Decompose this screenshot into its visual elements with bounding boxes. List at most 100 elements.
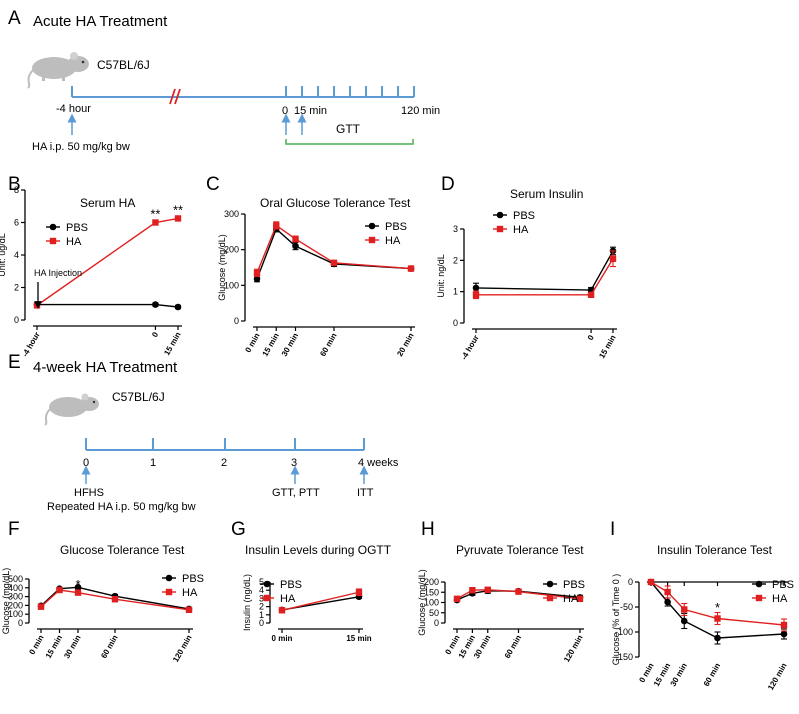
x-tick-label: 0 min (243, 331, 261, 354)
y-tick-label: 2 (259, 602, 264, 612)
chart-title: Insulin Levels during OGTT (245, 543, 392, 557)
x-tick-label: 30 min (669, 661, 690, 688)
data-point-ha (185, 606, 193, 613)
x-tick-label: 15 min (162, 330, 183, 357)
legend-label-pbs: PBS (385, 221, 407, 233)
y-tick-label: 2 (453, 255, 458, 265)
timeline-end-label: 120 min (401, 105, 440, 117)
timeline-zero-label: 0 (282, 105, 288, 117)
legend-marker-ha (496, 225, 504, 233)
y-tick-label: 0 (14, 315, 19, 325)
injection-label: HA i.p. 50 mg/kg bw (32, 141, 130, 153)
y-tick-label: 4 (14, 250, 19, 260)
data-point-ha (576, 595, 584, 603)
y-tick-label: 3 (453, 224, 458, 234)
x-tick-label: 120 min (562, 633, 585, 663)
y-axis-label: Unit: ng/dL (436, 254, 446, 298)
itt-label: ITT (357, 487, 374, 499)
y-tick-label: 0 (259, 618, 264, 628)
data-point-pbs (253, 275, 261, 283)
injection-annotation: HA Injection (34, 268, 82, 278)
timeline-start-label: -4 hour (56, 103, 91, 115)
x-tick-label: 0 (586, 333, 596, 342)
y-axis-label: Unit: ug/dL (0, 233, 7, 277)
y-axis-label: Glucose (mg/dL) (217, 234, 227, 301)
panel-letter: G (231, 519, 246, 540)
significance-mark: ** (150, 206, 160, 221)
data-point-pbs (680, 617, 688, 625)
repeated-injection-label: Repeated HA i.p. 50 mg/kg bw (47, 501, 196, 513)
chart-panel-i: I Insulin Tolerance Test -150 -100 -50 0 Gluco… (610, 519, 794, 692)
axis-break-icon (169, 88, 181, 105)
data-point-ha (472, 291, 480, 298)
data-point-ha (587, 291, 595, 298)
y-tick-label: 300 (224, 209, 239, 219)
x-tick-label: 15 min (346, 634, 371, 643)
timeline-ticks (285, 86, 415, 97)
mouse-icon (44, 393, 99, 426)
y-tick-label: 0 (234, 316, 239, 326)
legend-label-ha: HA (66, 236, 82, 248)
data-point-ha (453, 595, 461, 603)
strain-label: C57BL/6J (112, 390, 165, 404)
x-tick-label: 20 min (395, 331, 416, 358)
x-tick-label: 120 min (766, 661, 789, 691)
y-tick-label: 1 (453, 287, 458, 297)
data-point-ha (292, 235, 299, 243)
y-tick-label: 100 (224, 280, 239, 290)
legend-marker-pbs (755, 580, 763, 588)
legend-label-ha: HA (280, 593, 296, 605)
panel-letter: I (610, 519, 615, 540)
y-tick-label: 400 (8, 583, 23, 593)
data-point-ha (174, 215, 182, 222)
panel-letter: H (421, 519, 435, 540)
panel-a-title: Acute HA Treatment (33, 13, 168, 30)
gtt-label: GTT (336, 122, 361, 136)
data-point-pbs (472, 284, 480, 292)
y-tick-label: 200 (8, 600, 23, 610)
data-point-ha (515, 588, 522, 595)
x-tick-label: 0 min (27, 633, 45, 656)
y-tick-label: -100 (615, 627, 633, 637)
significance-mark: * (75, 577, 80, 592)
legend-label-pbs: PBS (563, 579, 585, 591)
legend-marker-ha (546, 594, 554, 602)
legend-label-ha: HA (182, 587, 198, 599)
legend-marker-pbs (165, 574, 173, 582)
chart-title: Serum Insulin (510, 187, 583, 201)
legend-label-pbs: PBS (772, 579, 794, 591)
legend-marker-pbs (496, 211, 504, 219)
data-point-ha (647, 578, 655, 586)
data-point-ha (609, 255, 617, 262)
chart-title: Pyruvate Tolerance Test (456, 543, 584, 557)
y-axis-label: Glucose (mg/dL) (417, 569, 427, 636)
legend-marker-ha (368, 236, 376, 244)
data-point-ha (484, 586, 491, 593)
x-tick-label: 120 min (171, 633, 194, 663)
panel-letter: F (8, 519, 20, 540)
y-tick-label: 2 (14, 283, 19, 293)
week-1-label: 1 (150, 457, 156, 469)
series-line-ha (281, 591, 360, 611)
x-tick-label: -4 hour (20, 331, 41, 359)
strain-label: C57BL/6J (97, 58, 150, 72)
legend-marker-pbs (546, 580, 554, 588)
legend-label-pbs: PBS (513, 210, 535, 222)
x-tick-label: 60 min (318, 331, 339, 358)
data-point-pbs (174, 303, 182, 311)
series-line-pbs (475, 250, 614, 291)
y-tick-label: 500 (8, 574, 23, 584)
week-4-label: 4 weeks (358, 457, 399, 469)
data-point-ha (681, 606, 688, 613)
week-3-label: 3 (291, 457, 297, 469)
panel-letter: B (8, 174, 21, 195)
data-point-ha (111, 596, 119, 603)
y-tick-label: 300 (8, 592, 23, 602)
data-point-ha (407, 265, 415, 272)
y-tick-label: 200 (224, 245, 239, 255)
data-point-pbs (780, 630, 788, 638)
legend-label-ha: HA (513, 224, 529, 236)
data-point-ha (273, 222, 280, 229)
